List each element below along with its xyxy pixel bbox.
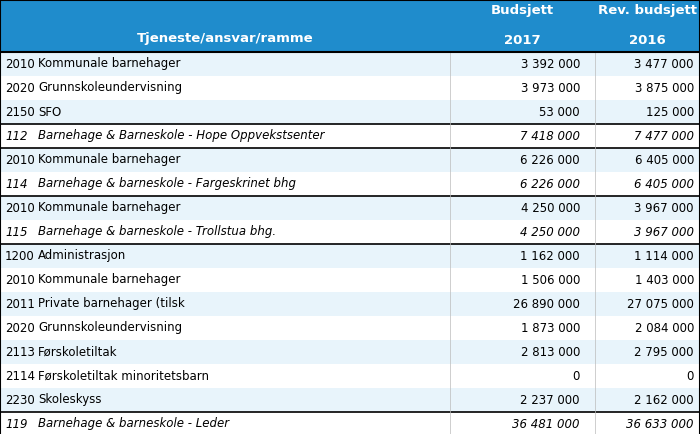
Text: 6 405 000: 6 405 000 <box>634 178 694 191</box>
Text: SFO: SFO <box>38 105 62 118</box>
Text: 2016: 2016 <box>629 34 666 47</box>
Text: 3 967 000: 3 967 000 <box>634 226 694 239</box>
Text: Barnehage & barneskole - Leder: Barnehage & barneskole - Leder <box>38 418 229 431</box>
Text: Private barnehager (tilsk: Private barnehager (tilsk <box>38 297 185 310</box>
Text: 7 418 000: 7 418 000 <box>520 129 580 142</box>
Bar <box>0 340 700 364</box>
Bar <box>0 316 700 340</box>
Bar <box>0 364 700 388</box>
Text: 2010: 2010 <box>5 57 35 70</box>
Text: Kommunale barnehager: Kommunale barnehager <box>38 154 181 167</box>
Bar <box>0 196 700 220</box>
Text: 3 875 000: 3 875 000 <box>635 82 694 95</box>
Text: Førskoletiltak minoritetsbarn: Førskoletiltak minoritetsbarn <box>38 369 209 382</box>
Text: 2150: 2150 <box>5 105 35 118</box>
Text: 0: 0 <box>573 369 580 382</box>
Text: Grunnskoleundervisning: Grunnskoleundervisning <box>38 82 182 95</box>
Text: 2020: 2020 <box>5 82 35 95</box>
Text: Førskoletiltak: Førskoletiltak <box>38 345 118 358</box>
Text: 1200: 1200 <box>5 250 35 263</box>
Bar <box>0 52 700 76</box>
Text: 6 405 000: 6 405 000 <box>635 154 694 167</box>
Text: 36 481 000: 36 481 000 <box>512 418 580 431</box>
Text: 2 813 000: 2 813 000 <box>521 345 580 358</box>
Text: 2 084 000: 2 084 000 <box>635 322 694 335</box>
Text: 26 890 000: 26 890 000 <box>513 297 580 310</box>
Text: Budsjett: Budsjett <box>491 4 554 17</box>
Text: 3 973 000: 3 973 000 <box>521 82 580 95</box>
Bar <box>0 220 700 244</box>
Text: 4 250 000: 4 250 000 <box>520 226 580 239</box>
Text: 27 075 000: 27 075 000 <box>627 297 694 310</box>
Text: Kommunale barnehager: Kommunale barnehager <box>38 201 181 214</box>
Text: 1 162 000: 1 162 000 <box>520 250 580 263</box>
Text: 2010: 2010 <box>5 273 35 286</box>
Bar <box>0 172 700 196</box>
Text: 112: 112 <box>5 129 27 142</box>
Text: 1 403 000: 1 403 000 <box>635 273 694 286</box>
Text: 114: 114 <box>5 178 27 191</box>
Text: 7 477 000: 7 477 000 <box>634 129 694 142</box>
Bar <box>0 412 700 434</box>
Text: 2114: 2114 <box>5 369 35 382</box>
Text: 3 967 000: 3 967 000 <box>634 201 694 214</box>
Text: Barnehage & Barneskole - Hope Oppvekstsenter: Barnehage & Barneskole - Hope Oppvekstse… <box>38 129 325 142</box>
Text: Rev. budsjett: Rev. budsjett <box>598 4 697 17</box>
Text: 2113: 2113 <box>5 345 35 358</box>
Text: Barnehage & barneskole - Trollstua bhg.: Barnehage & barneskole - Trollstua bhg. <box>38 226 276 239</box>
Text: 6 226 000: 6 226 000 <box>520 154 580 167</box>
Bar <box>0 244 700 268</box>
Text: 1 873 000: 1 873 000 <box>521 322 580 335</box>
Bar <box>0 100 700 124</box>
Text: 125 000: 125 000 <box>645 105 694 118</box>
Text: 0: 0 <box>687 369 694 382</box>
Text: 36 633 000: 36 633 000 <box>626 418 694 431</box>
Bar <box>0 124 700 148</box>
Text: 2011: 2011 <box>5 297 35 310</box>
Text: Barnehage & barneskole - Fargeskrinet bhg: Barnehage & barneskole - Fargeskrinet bh… <box>38 178 296 191</box>
Text: 6 226 000: 6 226 000 <box>520 178 580 191</box>
Text: Tjeneste/ansvar/ramme: Tjeneste/ansvar/ramme <box>136 32 314 45</box>
Text: 3 392 000: 3 392 000 <box>521 57 580 70</box>
Text: 2230: 2230 <box>5 394 35 407</box>
Text: 2010: 2010 <box>5 201 35 214</box>
Bar <box>0 292 700 316</box>
Text: 53 000: 53 000 <box>540 105 580 118</box>
Text: 119: 119 <box>5 418 27 431</box>
Text: 115: 115 <box>5 226 27 239</box>
Text: 2020: 2020 <box>5 322 35 335</box>
Text: 1 506 000: 1 506 000 <box>521 273 580 286</box>
Bar <box>0 388 700 412</box>
Bar <box>0 76 700 100</box>
Text: 2 162 000: 2 162 000 <box>634 394 694 407</box>
Bar <box>0 0 700 52</box>
Text: 2 795 000: 2 795 000 <box>634 345 694 358</box>
Text: 2 237 000: 2 237 000 <box>521 394 580 407</box>
Text: 2010: 2010 <box>5 154 35 167</box>
Bar <box>0 148 700 172</box>
Text: Kommunale barnehager: Kommunale barnehager <box>38 57 181 70</box>
Text: 4 250 000: 4 250 000 <box>521 201 580 214</box>
Text: 2017: 2017 <box>504 34 541 47</box>
Text: Administrasjon: Administrasjon <box>38 250 126 263</box>
Text: Kommunale barnehager: Kommunale barnehager <box>38 273 181 286</box>
Text: 3 477 000: 3 477 000 <box>634 57 694 70</box>
Text: Grunnskoleundervisning: Grunnskoleundervisning <box>38 322 182 335</box>
Text: 1 114 000: 1 114 000 <box>634 250 694 263</box>
Bar <box>0 268 700 292</box>
Text: Skoleskyss: Skoleskyss <box>38 394 102 407</box>
